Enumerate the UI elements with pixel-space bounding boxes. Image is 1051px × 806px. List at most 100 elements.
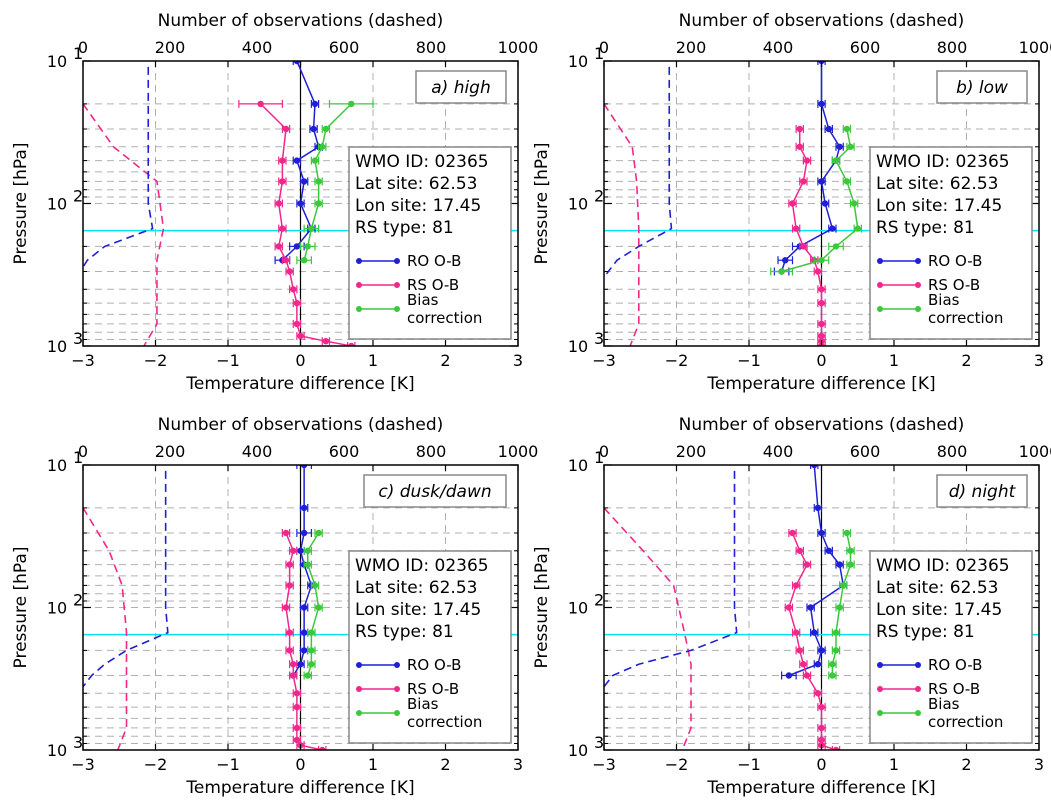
y-axis-label: Pressure [hPa]	[532, 143, 552, 265]
ro-count-line	[83, 470, 169, 688]
rs-point	[789, 529, 796, 537]
x2-tick-label: 0	[599, 442, 609, 461]
legend-label-bias-2: correction	[928, 713, 1003, 731]
legend-marker-rs	[394, 686, 400, 692]
bias-point	[308, 661, 315, 668]
x-tick-label: 1	[889, 755, 899, 774]
ro-point	[300, 465, 308, 469]
bias-point	[311, 157, 319, 164]
info-line: WMO ID: 02365	[355, 152, 489, 172]
series-rs	[784, 528, 841, 750]
rs-point	[286, 629, 293, 636]
x-tick-label: −2	[665, 755, 689, 774]
legend-marker-bias	[915, 306, 921, 312]
x2-tick-label: 1000	[1019, 38, 1051, 57]
bias-point	[840, 582, 847, 589]
rs-point	[803, 561, 811, 568]
rs-count-line	[83, 507, 128, 750]
x2-tick-label: 400	[242, 442, 273, 461]
legend-marker-ro	[394, 258, 400, 264]
rs-point	[275, 243, 282, 250]
y-tick-label: 10	[568, 195, 588, 214]
info-line: WMO ID: 02365	[355, 556, 489, 576]
rs-point	[290, 672, 297, 679]
y-tick-exponent: 1	[594, 448, 604, 467]
legend-label-bias-2: correction	[928, 309, 1003, 327]
legend-marker-rs	[915, 282, 921, 288]
legend-label-rs: RS O-B	[407, 276, 459, 294]
info-line: RS type: 81	[355, 622, 454, 642]
rs-point	[282, 604, 290, 611]
ro-point	[297, 547, 304, 554]
bias-point	[311, 582, 319, 589]
x-tick-label: 0	[295, 755, 305, 774]
ro-point	[836, 561, 843, 568]
rs-line	[788, 532, 837, 750]
ro-count-line	[83, 66, 154, 268]
legend-marker-rs	[356, 282, 362, 288]
x2-tick-label: 1000	[1019, 442, 1051, 461]
x-tick-label: 0	[816, 755, 826, 774]
rs-point	[293, 703, 301, 711]
bias-point	[319, 143, 326, 150]
info-line: Lon site: 17.45	[876, 196, 1002, 216]
series-ro	[274, 61, 323, 265]
ro-point	[300, 178, 308, 185]
rs-point	[832, 746, 840, 750]
x-axis-label: Temperature difference [K]	[706, 778, 935, 798]
x-tick-label: 2	[440, 351, 450, 370]
panel-title: c) dusk/dawn	[378, 482, 491, 502]
legend-label-ro: RO O-B	[407, 656, 461, 674]
y-tick-exponent: 3	[594, 733, 604, 752]
rs-point	[814, 690, 822, 697]
rs-point	[319, 746, 326, 750]
x2-axis-label: Number of observations (dashed)	[679, 11, 965, 31]
rs-point	[348, 342, 355, 346]
x-tick-label: −1	[216, 755, 240, 774]
x-tick-label: 3	[1034, 351, 1044, 370]
bias-point	[304, 243, 311, 250]
ro-count-line	[604, 470, 738, 688]
bias-point	[832, 629, 840, 636]
panel-2: −3−2−1012302004006008001000103102101Temp…	[532, 11, 1051, 394]
legend-marker-ro	[915, 662, 921, 668]
panel-title-box	[936, 70, 1028, 104]
ro-point	[818, 647, 825, 654]
ro-point	[782, 257, 789, 264]
rs-point	[279, 157, 286, 164]
series-bias	[296, 99, 374, 265]
x2-tick-label: 600	[329, 442, 360, 461]
x-tick-label: 2	[961, 755, 971, 774]
rs-point	[814, 268, 822, 275]
ro-point	[814, 504, 822, 512]
y-tick-label: 10	[47, 195, 67, 214]
y-tick-exponent: 2	[73, 591, 83, 610]
y-tick-exponent: 2	[73, 187, 83, 206]
y-tick-label: 10	[568, 599, 588, 618]
legend-marker-bias	[915, 710, 921, 716]
ro-point	[297, 200, 304, 207]
info-legend-box	[348, 550, 512, 744]
x-tick-label: 2	[440, 755, 450, 774]
x2-tick-label: 200	[676, 38, 707, 57]
bias-point	[847, 547, 854, 554]
ro-point	[818, 529, 825, 537]
bias-point	[843, 178, 851, 185]
x-tick-label: −3	[71, 755, 95, 774]
info-line: RS type: 81	[876, 622, 975, 642]
bias-point	[832, 243, 840, 250]
bias-point	[836, 604, 843, 611]
rs-point	[818, 703, 825, 711]
x-tick-label: 1	[889, 351, 899, 370]
rs-point	[279, 178, 286, 185]
legend-marker-bias	[394, 306, 400, 312]
x2-tick-label: 800	[937, 38, 968, 57]
info-line: Lat site: 62.53	[876, 174, 998, 194]
ro-point	[293, 243, 301, 250]
panel-title-box	[936, 474, 1028, 508]
rs-point	[818, 320, 825, 328]
x-tick-label: −1	[737, 351, 761, 370]
series-bias	[828, 528, 855, 680]
rs-point	[293, 320, 301, 328]
